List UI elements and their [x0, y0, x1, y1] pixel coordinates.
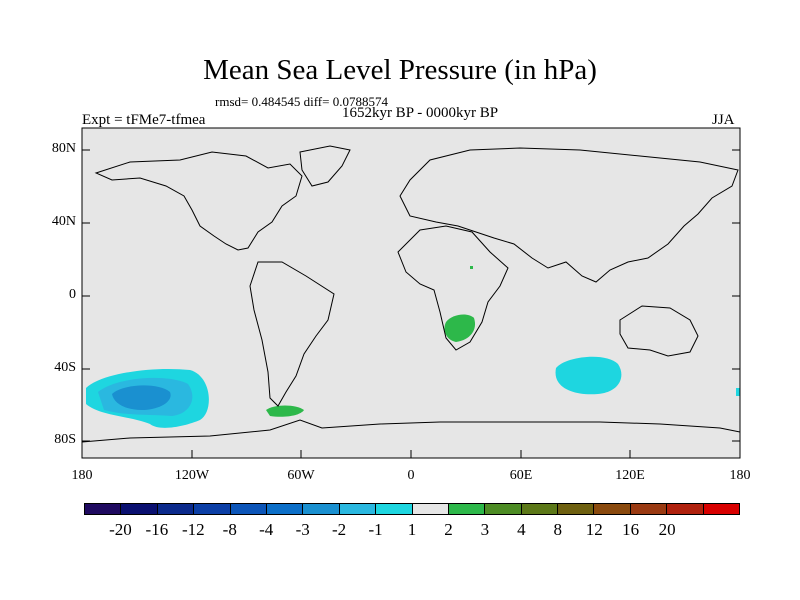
coast-africa: [397, 225, 509, 351]
stats-text: rmsd= 0.484545 diff= 0.0788574: [215, 94, 388, 109]
colorbar-swatch: [703, 504, 740, 514]
coast-north-america: [94, 151, 303, 251]
colorbar-swatch: [521, 504, 559, 514]
colorbar-label: 1: [407, 520, 417, 539]
colorbar-label: 16: [622, 520, 640, 539]
anomaly-drake-passage: [266, 405, 304, 417]
colorbar-label: 2: [444, 520, 453, 539]
colorbar-swatch: [558, 504, 595, 514]
lon-tick-60e: 60E: [509, 468, 533, 483]
colorbar-swatch: [303, 504, 340, 514]
coast-australia: [619, 305, 699, 357]
lat-tick-80s: 80S: [54, 432, 76, 447]
lat-tick-80n: 80N: [51, 141, 76, 156]
colorbar-label: 20: [658, 520, 676, 539]
colorbar-swatch: [412, 504, 449, 514]
lon-tick-180e: 180: [729, 468, 751, 483]
colorbar-swatch: [121, 504, 158, 514]
colorbar-swatch: [230, 504, 267, 514]
anomaly-south-pacific-core: [112, 385, 171, 410]
colorbar-label: -1: [368, 520, 383, 539]
anomaly-indian-ocean: [555, 356, 622, 395]
colorbar-label: -20: [109, 520, 132, 539]
colorbar-label: 4: [517, 520, 526, 539]
colorbar-swatch: [448, 504, 486, 514]
colorbar-swatch: [339, 504, 377, 514]
colorbar-swatch: [85, 504, 122, 514]
colorbar-swatch: [266, 504, 304, 514]
coast-eurasia: [399, 147, 739, 283]
lon-tick-120w: 120W: [174, 468, 210, 483]
lon-tick-60w: 60W: [287, 468, 315, 483]
colorbar-label: -12: [181, 520, 205, 539]
lat-tick-40n: 40N: [51, 214, 76, 229]
lon-tick-0: 0: [407, 468, 415, 483]
anomaly-southern-africa: [444, 314, 476, 342]
coast-greenland: [299, 145, 351, 187]
chart-title: Mean Sea Level Pressure (in hPa): [203, 54, 597, 86]
season-label: JJA: [712, 112, 735, 128]
colorbar-swatch: [594, 504, 631, 514]
colorbar-label: -2: [332, 520, 347, 539]
coastlines: [81, 145, 741, 443]
period-label: 1652kyr BP - 0000kyr BP: [341, 105, 499, 121]
colorbar-label: -16: [145, 520, 169, 539]
axis-ticks: [81, 149, 741, 458]
experiment-label: Expt = tFMe7-tfmea: [82, 112, 206, 128]
coast-south-america: [249, 261, 335, 407]
anomaly-speck: [470, 266, 473, 269]
colorbar-swatch: [667, 504, 704, 514]
coast-antarctica: [81, 419, 741, 443]
colorbar-label: 3: [480, 520, 490, 539]
colorbar-label: 12: [585, 520, 603, 539]
colorbar-label: -8: [222, 520, 237, 539]
colorbar: [84, 503, 740, 515]
anomaly-edge: [736, 388, 740, 396]
lat-tick-0: 0: [69, 287, 76, 302]
lat-tick-40s: 40S: [54, 360, 76, 375]
colorbar-swatch: [485, 504, 522, 514]
colorbar-label: -3: [295, 520, 310, 539]
colorbar-swatch: [194, 504, 231, 514]
colorbar-swatch: [630, 504, 668, 514]
colorbar-swatch: [376, 504, 413, 514]
lon-tick-120e: 120E: [615, 468, 645, 483]
colorbar-label: 8: [553, 520, 563, 539]
colorbar-swatch: [157, 504, 195, 514]
colorbar-label: -4: [259, 520, 274, 539]
lon-tick-180w: 180: [71, 468, 93, 483]
